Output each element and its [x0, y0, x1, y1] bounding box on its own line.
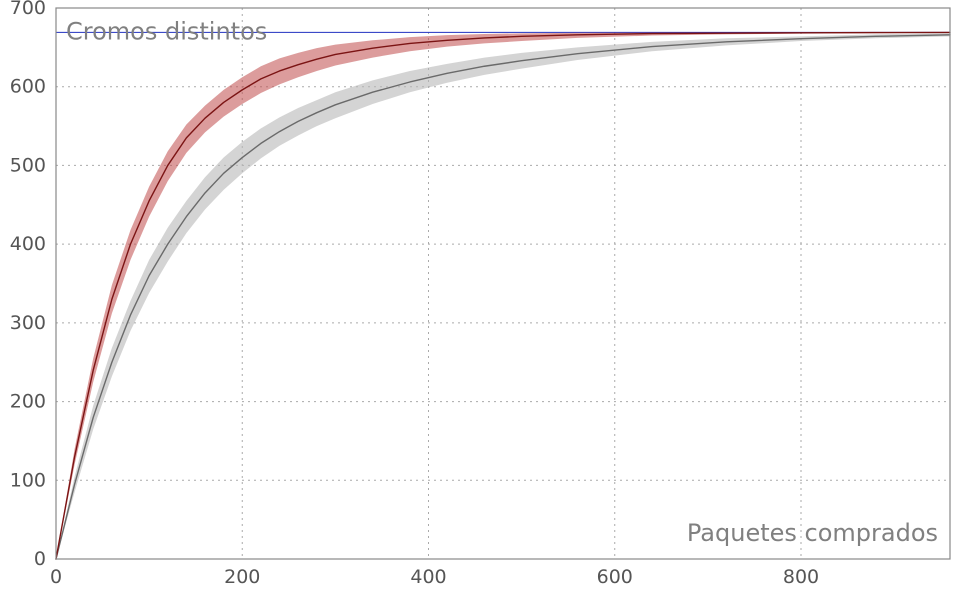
y-tick-label: 100 — [10, 469, 46, 491]
chart-container: 0 200 400 600 800 0 100 200 300 400 500 600 700 Cromo… — [0, 0, 960, 595]
y-tick-label: 700 — [10, 0, 46, 19]
x-tick-label: 200 — [224, 566, 260, 588]
y-tick-label: 300 — [10, 312, 46, 334]
y-tick-label: 0 — [34, 548, 46, 570]
x-axis-title: Paquetes comprados — [687, 519, 938, 547]
y-tick-label: 400 — [10, 233, 46, 255]
x-tick-label: 800 — [783, 566, 819, 588]
y-axis-title: Cromos distintos — [66, 17, 267, 45]
x-tick-label: 400 — [410, 566, 446, 588]
x-tick-label: 600 — [597, 566, 633, 588]
x-tick-label: 0 — [50, 566, 62, 588]
y-tick-label: 600 — [10, 76, 46, 98]
y-tick-label: 500 — [10, 154, 46, 176]
y-tick-label: 200 — [10, 391, 46, 413]
chart-svg: 0 200 400 600 800 0 100 200 300 400 500 600 700 Cromo… — [0, 0, 960, 595]
